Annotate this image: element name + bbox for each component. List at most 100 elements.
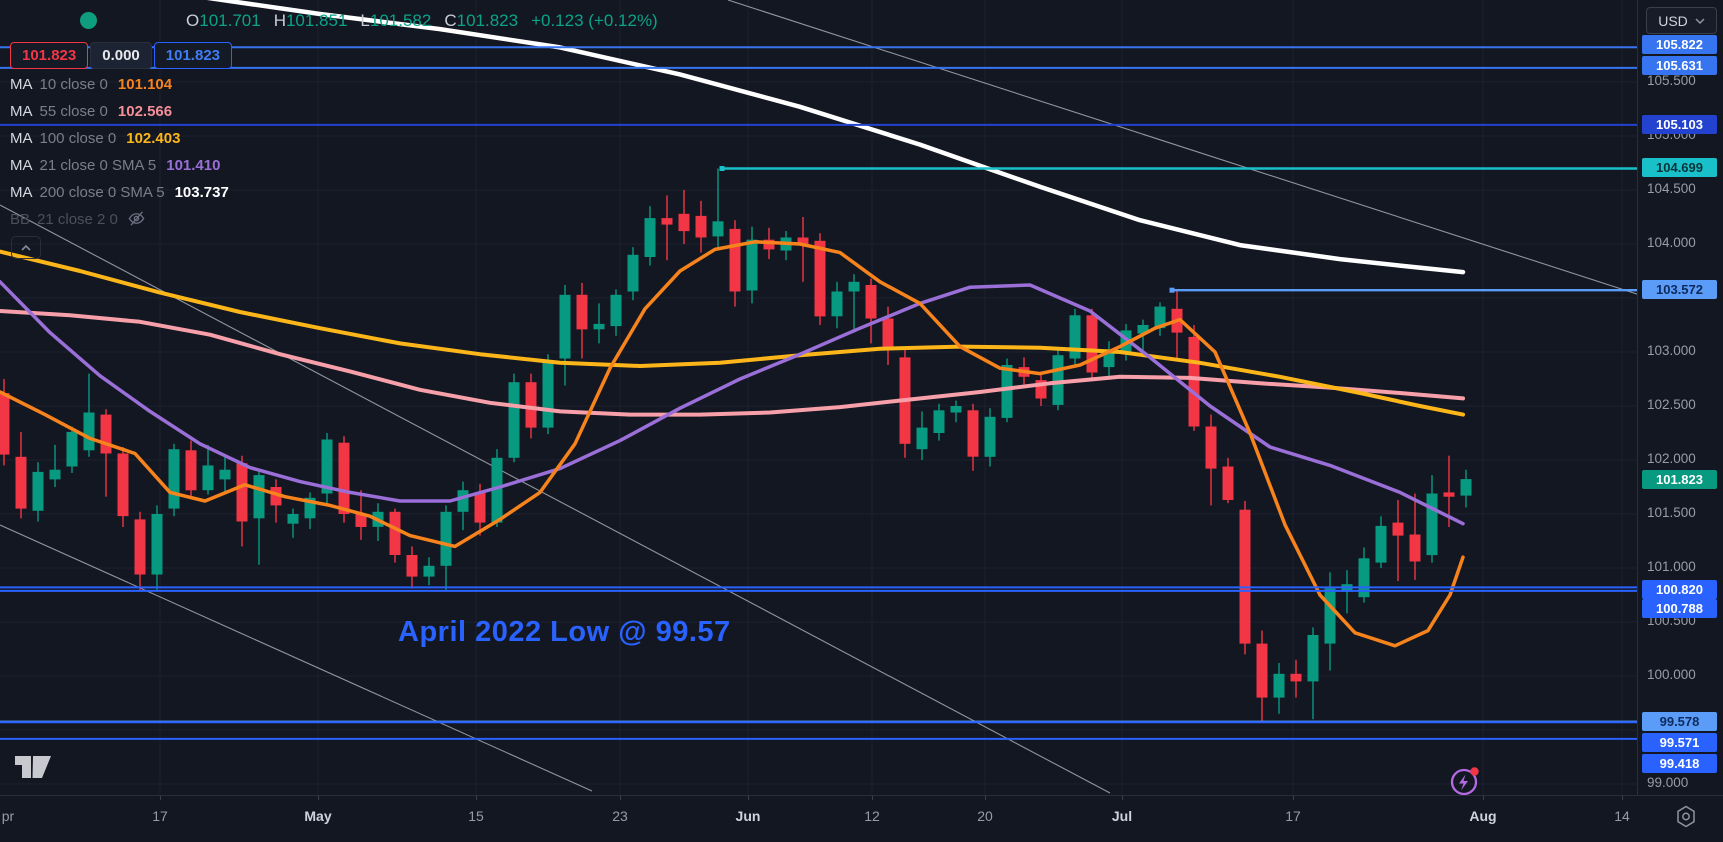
indicator-params: 200 close 0 SMA 5: [39, 184, 165, 201]
candle-body: [542, 360, 554, 428]
time-tick-mark: [872, 796, 873, 800]
price-tick-label: 104.000: [1647, 235, 1696, 250]
close-value: 101.823: [456, 11, 519, 30]
candle-body: [984, 416, 996, 457]
lightning-button[interactable]: [1449, 765, 1481, 795]
candle-body: [134, 519, 146, 575]
candle-body: [321, 439, 333, 494]
axis-settings-button[interactable]: [1676, 805, 1696, 833]
candle-body: [219, 469, 231, 480]
candlestick-plot[interactable]: [0, 0, 1637, 795]
candle-body: [610, 294, 622, 327]
price-badge: 105.103: [1642, 115, 1717, 134]
trendline[interactable]: [0, 204, 1111, 794]
candle-body: [117, 453, 129, 517]
indicator-params: 21 close 0 SMA 5: [39, 157, 157, 174]
eye-off-icon[interactable]: [127, 209, 146, 228]
indicator-value: 101.104: [117, 76, 173, 93]
price-tool-right-value[interactable]: 101.823: [153, 42, 233, 69]
candle-body: [202, 465, 214, 491]
candle-body: [729, 228, 741, 292]
low-value: 101.582: [369, 11, 432, 30]
price-tick-label: 102.500: [1647, 397, 1696, 412]
indicator-row-ma-100[interactable]: MA 100 close 0 102.403: [10, 125, 229, 152]
indicator-row-ma-200[interactable]: MA 200 close 0 SMA 5 103.737: [10, 179, 229, 206]
price-badge: 101.823: [1642, 470, 1717, 489]
tradingview-logo[interactable]: [15, 756, 52, 784]
candle-body: [168, 449, 180, 509]
candle-body: [1154, 306, 1166, 329]
indicator-row-ma-21[interactable]: MA 21 close 0 SMA 5 101.410: [10, 152, 229, 179]
ray-anchor[interactable]: [719, 166, 725, 171]
trendline[interactable]: [727, 0, 1637, 295]
price-badge: 103.572: [1642, 280, 1717, 299]
time-tick-mark: [1622, 796, 1623, 800]
candle-body: [508, 382, 520, 458]
chart-canvas[interactable]: O101.701 H101.851 L101.582 C101.823 +0.123 (…: [0, 0, 1637, 795]
candle-body: [593, 323, 605, 330]
candle-body: [1256, 643, 1268, 698]
candle-body: [1137, 325, 1149, 334]
candle-body: [355, 514, 367, 527]
price-tool-left-value[interactable]: 101.823: [10, 42, 89, 69]
time-tick-mark: [1483, 796, 1484, 800]
price-tick-label: 101.500: [1647, 505, 1696, 520]
legend-collapse-button[interactable]: [11, 236, 41, 259]
time-tick-label: Aug: [1469, 808, 1497, 824]
ma-line: [0, 240, 1465, 648]
price-badge: 105.631: [1642, 56, 1717, 75]
indicator-params: 21 close 2 0: [37, 211, 118, 228]
candle-body: [1307, 635, 1319, 682]
candle-body: [457, 490, 469, 512]
price-tick-label: 105.500: [1647, 73, 1696, 88]
price-tool-middle-value[interactable]: 0.000: [90, 42, 152, 69]
indicator-value: 102.566: [117, 103, 173, 120]
price-badge: 100.820: [1642, 580, 1717, 599]
candle-body: [66, 431, 78, 467]
indicator-row-bb-21[interactable]: BB 21 close 2 0: [10, 206, 229, 233]
candle-body: [151, 514, 163, 575]
indicator-list: MA 10 close 0 101.104 MA 55 close 0 102.566 MA…: [10, 71, 229, 233]
price-badge: 100.788: [1642, 599, 1717, 618]
price-badge: 99.418: [1642, 754, 1717, 773]
indicator-value: 102.403: [126, 130, 181, 147]
trendline[interactable]: [0, 524, 593, 792]
candle-body: [440, 511, 452, 566]
candle-body: [423, 565, 435, 577]
indicator-row-ma-55[interactable]: MA 55 close 0 102.566: [10, 98, 229, 125]
candle-body: [1358, 558, 1370, 598]
time-tick-mark: [985, 796, 986, 800]
candle-body: [1239, 509, 1251, 644]
time-axis[interactable]: pr 17 May 15 23 Jun 12 20 Jul 17 Aug 14: [0, 795, 1723, 842]
candle-body: [916, 427, 928, 450]
candle-body: [49, 469, 61, 480]
price-tick-label: 99.000: [1647, 775, 1689, 790]
time-tick-mark: [476, 796, 477, 800]
chart-text-annotation[interactable]: April 2022 Low @ 99.57: [398, 616, 731, 648]
market-status-dot: [80, 12, 97, 29]
candle-body: [1086, 315, 1098, 373]
indicator-params: 10 close 0: [39, 76, 108, 93]
high-label: H: [273, 11, 286, 30]
time-tick-mark: [620, 796, 621, 800]
currency-selector[interactable]: USD: [1646, 7, 1717, 34]
candle-body: [406, 555, 418, 577]
ray-anchor[interactable]: [1169, 287, 1175, 293]
change-value: +0.123 (+0.12%): [531, 11, 658, 30]
price-axis[interactable]: USD 105.500 105.000 104.500 104.000 103.000 1…: [1637, 0, 1723, 795]
candle-body: [1290, 673, 1302, 682]
candle-body: [797, 237, 809, 244]
time-tick-label: 15: [468, 808, 484, 824]
candle-body: [950, 406, 962, 413]
candle-body: [1103, 352, 1115, 368]
indicator-row-ma-10[interactable]: MA 10 close 0 101.104: [10, 71, 229, 98]
ma-line: [0, 280, 1465, 526]
candle-body: [1205, 426, 1217, 469]
candle-body: [1324, 588, 1336, 644]
currency-label: USD: [1658, 12, 1688, 29]
candle-body: [678, 213, 690, 232]
candle-body: [695, 215, 707, 238]
chevron-up-icon: [21, 244, 31, 251]
ma-line: [0, 309, 1465, 417]
candle-body: [525, 382, 537, 428]
